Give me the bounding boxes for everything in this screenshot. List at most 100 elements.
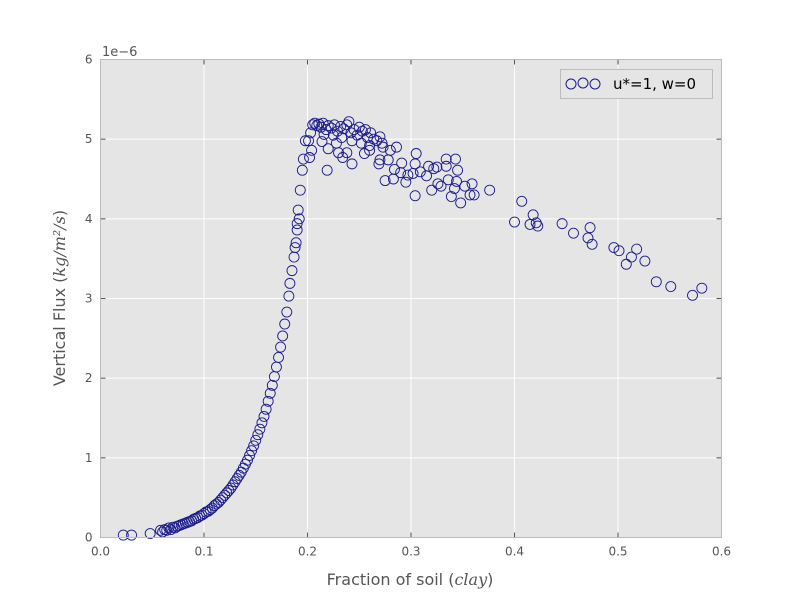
data-point [379, 175, 391, 187]
data-point [286, 265, 298, 277]
data-point [264, 387, 276, 399]
data-point [374, 154, 386, 166]
y-label-text: Vertical Flux [50, 288, 69, 386]
data-point [527, 209, 539, 221]
data-point [466, 178, 478, 190]
data-point [409, 158, 421, 170]
data-point [464, 189, 476, 201]
svg-text:Vertical Flux (kg/m²/s): Vertical Flux (kg/m²/s) [50, 210, 69, 386]
data-point [355, 137, 367, 149]
data-point [696, 282, 708, 294]
data-point [163, 522, 175, 534]
x-axis-label: Fraction of soil (clay) [327, 570, 494, 589]
data-point [509, 216, 520, 228]
data-point [584, 222, 596, 234]
data-point [321, 164, 333, 176]
data-point [283, 290, 295, 302]
data-point [687, 289, 698, 301]
data-point [318, 128, 330, 140]
data-point [440, 160, 452, 172]
data-point [273, 352, 284, 363]
data-point [223, 485, 235, 496]
data-point [388, 163, 400, 175]
data-point [376, 137, 388, 149]
data-point [305, 127, 317, 139]
legend: u*=1, w=0 [560, 69, 713, 99]
data-point [556, 218, 568, 230]
data-point [639, 255, 651, 267]
data-point [435, 180, 447, 192]
data-point [532, 220, 544, 232]
data-point [391, 141, 402, 153]
data-point [410, 148, 422, 159]
data-point [373, 158, 385, 170]
y-tick-label: 1 [85, 451, 93, 465]
legend-marker [565, 78, 577, 90]
data-point [450, 153, 461, 165]
data-point [582, 232, 594, 244]
y-tick-label: 4 [85, 212, 93, 226]
data-point [277, 330, 289, 342]
x-tick-label: 0.5 [608, 545, 627, 559]
data-point [396, 157, 408, 169]
data-point [316, 136, 328, 148]
data-point [254, 423, 266, 435]
data-point [275, 341, 287, 353]
data-point [246, 445, 258, 457]
data-point [348, 124, 360, 136]
data-point [290, 237, 302, 249]
data-point [402, 169, 414, 181]
data-point [620, 258, 632, 270]
data-point [440, 153, 452, 165]
y-tick-label: 2 [85, 371, 93, 385]
data-point [262, 395, 274, 407]
data-point [210, 498, 222, 510]
data-point [299, 135, 311, 147]
data-point [335, 120, 347, 132]
data-point [317, 117, 329, 129]
data-point [227, 479, 239, 491]
data-point [231, 473, 243, 484]
data-point [248, 440, 260, 452]
data-point [279, 318, 291, 330]
data-point [291, 224, 303, 236]
data-point [284, 277, 296, 289]
data-point [229, 476, 241, 488]
legend-marker [589, 78, 601, 90]
data-point [322, 143, 334, 155]
svg-text:Fraction of soil (clay): Fraction of soil (clay) [327, 570, 494, 589]
data-point [242, 454, 253, 466]
data-point [353, 121, 365, 133]
data-point [206, 502, 218, 514]
y-tick-label: 3 [85, 292, 93, 306]
y-tick-label: 6 [85, 53, 93, 67]
x-tick-label: 0.0 [91, 545, 110, 559]
data-point [327, 129, 339, 141]
y-axis-label: Vertical Flux (kg/m²/s) [50, 210, 69, 386]
data-point [304, 152, 316, 163]
data-point [626, 251, 637, 263]
data-point [208, 500, 220, 512]
data-point [309, 117, 321, 129]
data-point [126, 529, 138, 541]
data-point [568, 227, 579, 239]
data-point [343, 116, 355, 128]
data-point [484, 184, 496, 196]
data-point [258, 410, 270, 422]
data-point [423, 160, 435, 172]
data-point [377, 141, 389, 153]
data-point [442, 174, 454, 186]
x-tick-label: 0.6 [712, 545, 731, 559]
x-label-math: clay [454, 570, 488, 589]
data-point [297, 153, 309, 165]
data-point [608, 242, 620, 253]
data-point [144, 528, 156, 539]
data-point [161, 524, 173, 536]
data-point [252, 429, 264, 441]
data-point [358, 148, 370, 159]
data-point [364, 144, 376, 156]
axis-ticks: 0.0 0.1 0.2 0.3 0.4 0.5 0.6 0 1 2 3 4 5 6 [85, 53, 731, 559]
data-point [516, 195, 528, 207]
data-point [250, 434, 262, 446]
